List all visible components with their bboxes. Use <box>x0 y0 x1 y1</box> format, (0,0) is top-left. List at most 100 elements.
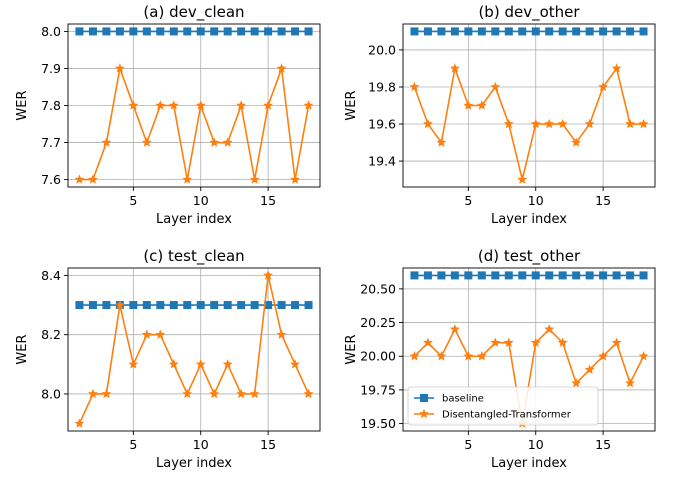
y-axis-label: WER <box>344 90 359 120</box>
data-point <box>571 377 582 388</box>
series-baseline <box>410 27 648 36</box>
x-tick-label: 10 <box>193 437 209 452</box>
legend-entry: baseline <box>442 394 484 405</box>
data-point <box>276 329 287 339</box>
data-point <box>437 271 446 280</box>
data-point <box>75 301 84 310</box>
data-point <box>222 137 233 147</box>
data-point <box>477 271 486 280</box>
x-tick-label: 5 <box>129 437 137 452</box>
data-point <box>223 301 232 310</box>
data-point <box>490 337 501 347</box>
series-baseline <box>75 27 313 36</box>
y-tick-label: 19.8 <box>368 79 396 94</box>
data-point <box>626 271 635 280</box>
data-point <box>264 27 273 36</box>
data-point <box>291 27 300 36</box>
data-point <box>518 271 527 280</box>
data-point <box>182 388 193 399</box>
data-point <box>87 388 98 399</box>
y-tick-label: 8.2 <box>41 327 61 342</box>
data-point <box>304 301 313 310</box>
x-axis-label: Layer index <box>491 212 567 227</box>
x-tick-label: 15 <box>260 193 276 208</box>
series-line <box>79 65 310 181</box>
data-point <box>115 27 124 36</box>
y-tick-label: 8.0 <box>41 24 61 39</box>
data-point <box>544 118 555 129</box>
data-point <box>504 271 513 280</box>
data-point <box>141 137 152 147</box>
data-point <box>518 27 527 36</box>
data-point <box>423 27 432 36</box>
legend: baseline Disentangled-Transformer <box>407 386 599 426</box>
data-point <box>168 359 179 369</box>
data-point <box>638 351 649 361</box>
data-point <box>196 301 205 310</box>
data-point <box>625 118 636 129</box>
x-tick-label: 5 <box>464 193 472 208</box>
data-point <box>210 27 219 36</box>
data-point <box>129 27 138 36</box>
data-point <box>74 174 85 184</box>
data-point <box>263 100 274 110</box>
x-tick-label: 10 <box>528 437 544 452</box>
data-point <box>128 359 139 369</box>
data-point <box>75 27 84 36</box>
data-point <box>436 351 447 361</box>
data-point <box>626 27 635 36</box>
data-point <box>450 27 459 36</box>
y-tick-label: 19.6 <box>368 117 396 132</box>
series-baseline <box>75 301 313 310</box>
data-point <box>490 81 501 92</box>
data-point <box>249 388 260 399</box>
x-tick-label: 10 <box>528 193 544 208</box>
data-point <box>156 27 165 36</box>
data-point <box>504 27 513 36</box>
data-point <box>463 100 474 110</box>
data-point <box>129 301 138 310</box>
data-point <box>464 27 473 36</box>
data-point <box>223 27 232 36</box>
data-point <box>250 301 259 310</box>
y-tick-label: 20.0 <box>368 42 396 57</box>
y-tick-label: 19.50 <box>360 416 396 431</box>
axes-frame <box>67 267 321 432</box>
y-axis-label: WER <box>344 334 359 364</box>
y-tick-label: 19.4 <box>368 154 396 169</box>
subplot-4: 5 10 15 19.50 19.75 20.00 20.25 20.50 (d) test_o… <box>344 247 656 471</box>
data-point <box>101 137 112 147</box>
data-point <box>463 351 474 361</box>
data-point <box>572 27 581 36</box>
data-point <box>544 324 555 334</box>
data-point <box>531 27 540 36</box>
data-point <box>422 118 433 129</box>
data-point <box>88 27 97 36</box>
data-point <box>491 271 500 280</box>
x-axis-label: Layer index <box>156 212 232 227</box>
data-point <box>183 27 192 36</box>
data-point <box>545 271 554 280</box>
series-line <box>413 327 645 424</box>
data-point <box>409 351 420 361</box>
data-point <box>304 27 313 36</box>
data-point <box>584 364 595 374</box>
subplot-3: 5 10 15 8.0 8.2 8.4 (c) test_clean Layer index W… <box>15 247 321 471</box>
data-point <box>236 388 247 399</box>
data-point <box>209 137 220 147</box>
x-axis-label: Layer index <box>156 456 232 471</box>
data-point <box>142 27 151 36</box>
series-baseline <box>410 271 648 280</box>
data-point <box>598 351 609 361</box>
data-point <box>250 27 259 36</box>
data-point <box>290 359 301 369</box>
x-tick-label: 5 <box>464 437 472 452</box>
data-point <box>102 301 111 310</box>
data-point <box>155 100 166 110</box>
data-point <box>264 301 273 310</box>
subplot-title: (b) dev_other <box>478 3 580 22</box>
x-tick-label: 15 <box>260 437 276 452</box>
data-point <box>210 301 219 310</box>
data-point <box>530 118 541 129</box>
data-point <box>476 351 487 361</box>
